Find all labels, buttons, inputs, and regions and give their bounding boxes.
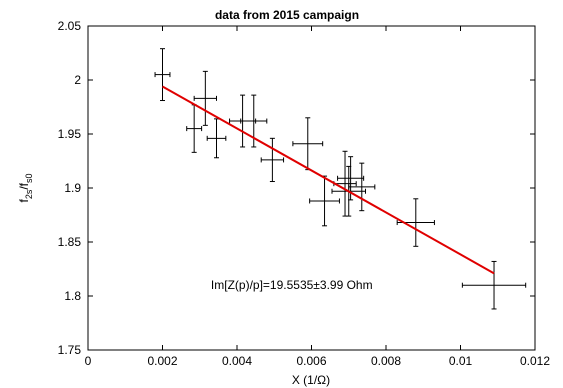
data-point <box>193 70 218 126</box>
y-tick-label: 1.9 <box>64 181 81 195</box>
y-tick-label: 2 <box>74 73 81 87</box>
x-tick-label: 0.008 <box>371 354 401 368</box>
y-label-f: f <box>17 199 31 203</box>
x-tick-label: 0.006 <box>296 354 326 368</box>
chart-title: data from 2015 campaign <box>215 8 359 22</box>
fit-annotation: Im[Z(p)/p]=19.5535±3.99 Ohm <box>211 278 373 292</box>
x-axis: 0 0.002 0.004 0.006 0.008 0.01 0.012 <box>85 26 550 368</box>
y-tick-label: 1.75 <box>58 343 82 357</box>
data-point <box>348 162 376 212</box>
x-tick-label: 0 <box>85 354 92 368</box>
y-tick-label: 2.05 <box>58 19 82 33</box>
data-point <box>309 175 340 227</box>
y-axis-label: f2s/fs0 <box>17 173 34 202</box>
y-label-sub2: s0 <box>24 173 34 183</box>
y-label-sub1: 2s <box>24 189 34 199</box>
y-tick-label: 1.85 <box>58 235 82 249</box>
y-tick-label: 1.95 <box>58 127 82 141</box>
x-tick-label: 0.002 <box>147 354 177 368</box>
data-point <box>154 48 171 102</box>
y-axis: 1.75 1.8 1.85 1.9 1.95 2 2.05 <box>58 19 535 357</box>
y-tick-label: 1.8 <box>64 289 81 303</box>
fit-line <box>162 85 495 275</box>
x-axis-label: X (1/Ω) <box>292 373 330 387</box>
data-point <box>461 260 527 310</box>
x-tick-label: 0.01 <box>449 354 473 368</box>
data-point <box>337 156 365 201</box>
data-point <box>240 94 268 148</box>
data-point <box>292 117 324 171</box>
data-points <box>154 48 527 310</box>
x-tick-label: 0.004 <box>222 354 252 368</box>
x-tick-label: 0.012 <box>520 354 550 368</box>
data-point <box>186 104 203 153</box>
data-point <box>333 150 357 217</box>
data-point <box>260 137 285 183</box>
data-point <box>206 118 227 159</box>
y-label-slash: /f <box>17 182 31 189</box>
